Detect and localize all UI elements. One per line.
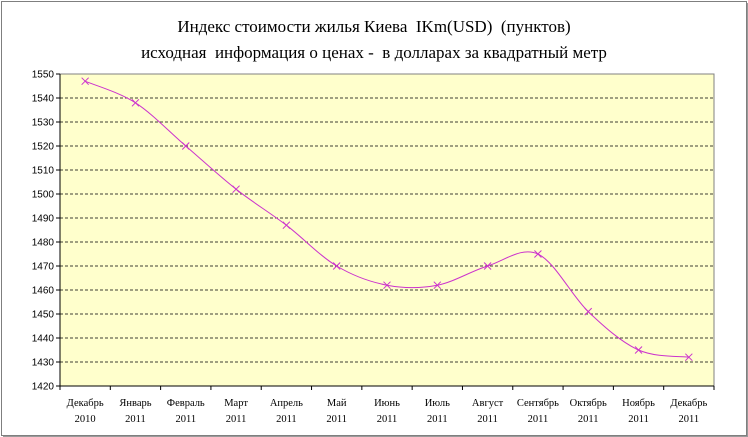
data-point-marker (282, 221, 291, 230)
x-tick-label-year: 2011 (377, 414, 398, 425)
y-tick-label: 1520 (32, 142, 55, 153)
data-point-marker (332, 262, 341, 270)
data-point-marker (232, 185, 240, 194)
data-point-marker (584, 307, 593, 316)
x-tick-label-month: Июнь (374, 398, 400, 409)
data-point-marker (684, 353, 693, 362)
x-tick-label-month: Апрель (270, 398, 303, 409)
x-tick-label-year: 2011 (326, 414, 347, 425)
x-tick-label-year: 2011 (226, 414, 247, 425)
x-tick-label-month: Август (472, 398, 504, 409)
x-tick-label-month: Февраль (167, 398, 205, 409)
data-point-marker (383, 281, 391, 290)
axes (59, 73, 715, 387)
data-point-marker (81, 77, 90, 86)
y-tick-label: 1530 (32, 118, 55, 129)
x-tick-label-year: 2011 (427, 414, 448, 425)
x-tick-label-month: Декабрь (67, 398, 104, 409)
y-tick-label: 1540 (32, 94, 55, 105)
x-tick-label-month: Май (327, 398, 347, 409)
y-tick-label: 1420 (32, 382, 55, 393)
data-point-marker (634, 346, 643, 354)
x-tick-label-year: 2011 (628, 414, 649, 425)
x-axis-ticks: Декабрь 2010 Январь 2011 Февраль 2011 Март 2011… (59, 386, 715, 425)
chart-title-line-1: Индекс стоимости жилья Киева IKm(USD) (п… (177, 17, 571, 36)
y-tick-label: 1470 (32, 262, 55, 273)
x-tick-label-month: Декабрь (670, 398, 707, 409)
x-tick-label-month: Январь (119, 398, 151, 409)
y-tick-label: 1490 (32, 214, 55, 225)
x-tick-label-year: 2011 (679, 414, 700, 425)
data-point-marker (433, 281, 442, 290)
y-tick-label: 1450 (32, 310, 55, 321)
data-point-marker (181, 142, 190, 150)
chart-subtitle-line-2: исходная информация о ценах - в долларах… (141, 43, 607, 62)
data-point-marker (483, 262, 492, 270)
x-tick-label-month: Сентябрь (517, 398, 559, 409)
y-tick-label: 1480 (32, 238, 55, 249)
x-tick-label-month: Июль (425, 398, 450, 409)
x-tick-label-year: 2011 (276, 414, 297, 425)
y-tick-label: 1460 (32, 286, 55, 297)
y-tick-label: 1500 (32, 190, 55, 201)
y-axis-ticks: 1420 1430 1440 1450 1460 1470 1480 1490 1500 1510… (32, 70, 60, 393)
y-tick-label: 1550 (32, 70, 55, 81)
plot-area (60, 74, 714, 386)
x-tick-label-year: 2011 (477, 414, 498, 425)
x-tick-label-year: 2011 (578, 414, 599, 425)
data-point-marker (534, 250, 542, 258)
series (81, 77, 693, 362)
x-tick-label-year: 2011 (125, 414, 146, 425)
y-tick-label: 1440 (32, 334, 55, 345)
x-tick-label-month: Ноябрь (622, 398, 655, 409)
y-tick-label: 1430 (32, 358, 55, 369)
data-point-marker (131, 98, 140, 107)
x-tick-label-year: 2011 (175, 414, 196, 425)
y-tick-label: 1510 (32, 166, 55, 177)
x-tick-label-month: Октябрь (570, 398, 607, 409)
x-tick-label-year: 2010 (75, 414, 96, 425)
x-tick-label-year: 2011 (528, 414, 549, 425)
gridlines (60, 73, 714, 363)
x-tick-label-month: Март (224, 398, 248, 409)
chart-title: Индекс стоимости жилья Киева IKm(USD) (п… (2, 14, 746, 66)
